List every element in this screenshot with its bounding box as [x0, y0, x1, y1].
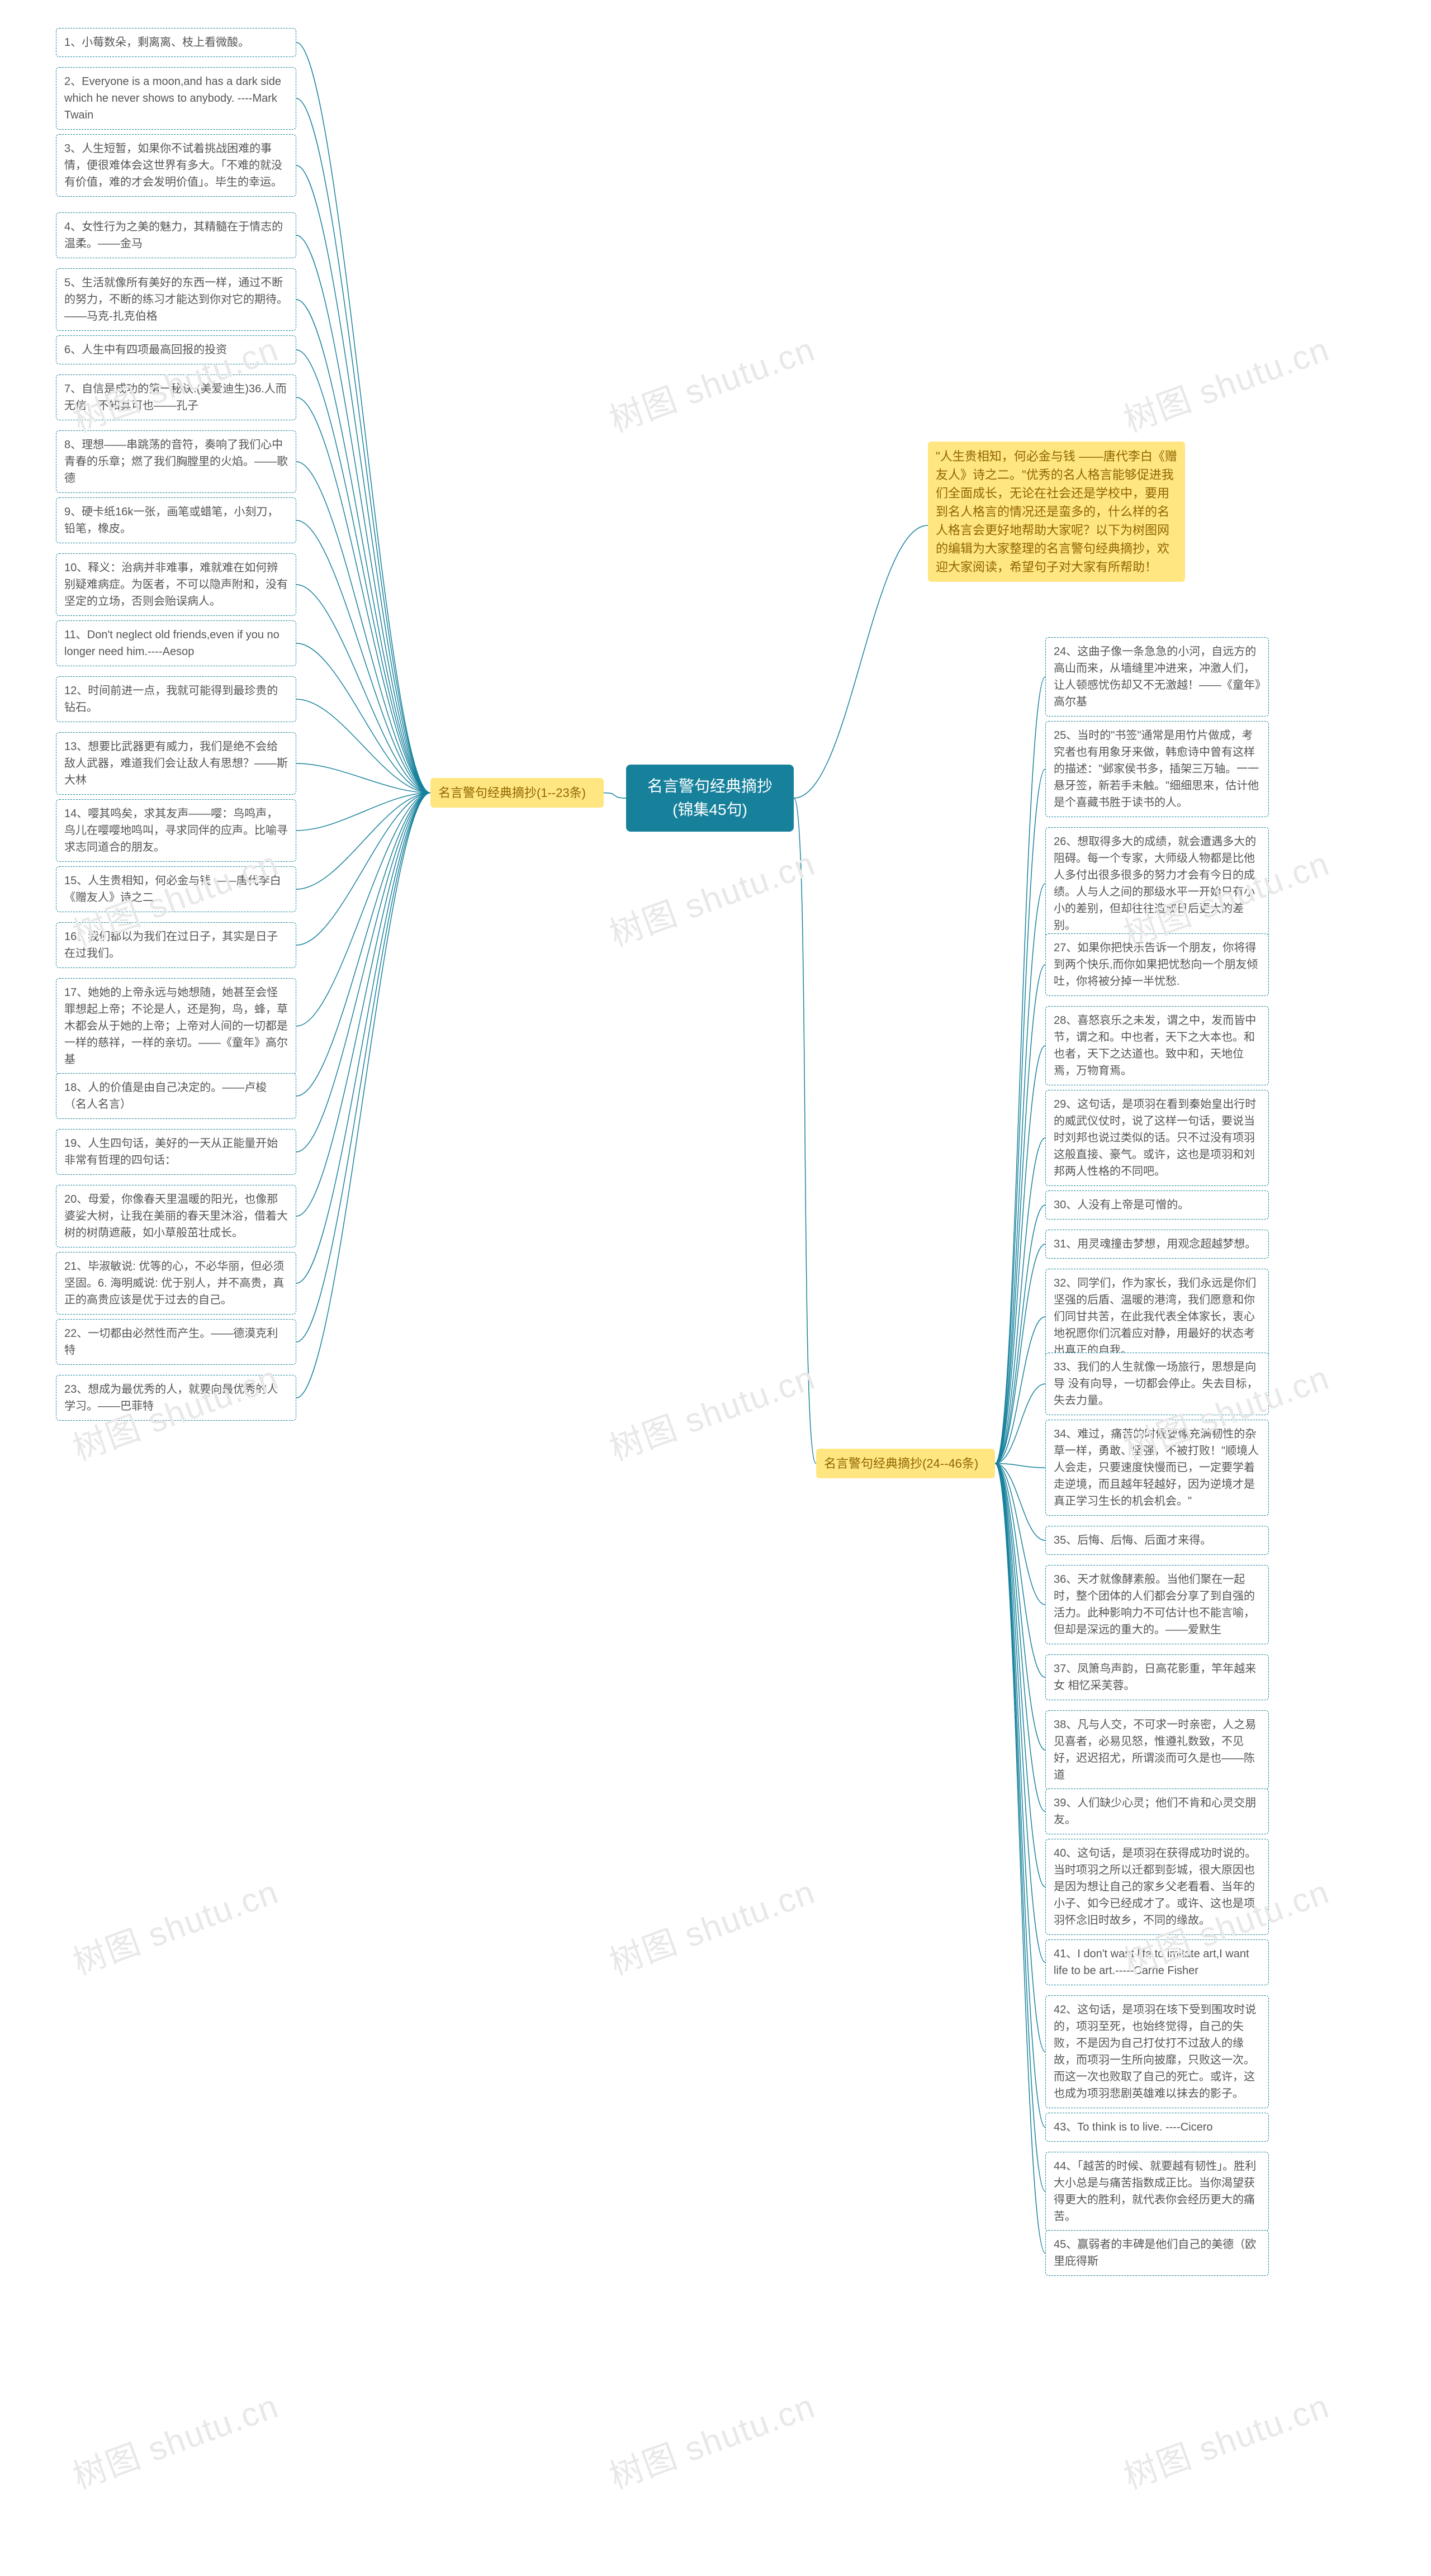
left-item-6: 6、人生中有四项最高回报的投资 [56, 335, 296, 364]
right-item-15: 38、凡与人交，不可求一时亲密，人之易见喜者，必易见怒，惟遵礼数致，不见好，迟迟… [1045, 1710, 1269, 1790]
watermark: 树图 shutu.cn [1116, 2379, 1335, 2499]
root-node: 名言警句经典摘抄(锦集45句) [626, 765, 794, 832]
right-item-8: 31、用灵魂撞击梦想，用观念超越梦想。 [1045, 1230, 1269, 1259]
left-item-20: 20、母爱，你像春天里温暖的阳光，也像那婆娑大树，让我在美丽的春天里沐浴，借着大… [56, 1185, 296, 1247]
watermark: 树图 shutu.cn [65, 2379, 285, 2499]
watermark: 树图 shutu.cn [602, 1351, 821, 1470]
left-item-23: 23、想成为最优秀的人，就要向最优秀的人学习。——巴菲特 [56, 1375, 296, 1421]
right-item-20: 43、To think is to live. ----Cicero [1045, 2113, 1269, 2142]
left-item-14: 14、嘤其鸣矣，求其友声——嘤：鸟鸣声，鸟儿在嘤嘤地鸣叫，寻求同伴的应声。比喻寻… [56, 799, 296, 862]
right-item-13: 36、天才就像酵素般。当他们聚在一起时，整个团体的人们都会分享了到自强的活力。此… [1045, 1565, 1269, 1644]
left-item-21: 21、毕淑敏说: 优等的心，不必华丽，但必须坚固。6. 海明威说: 优于别人，并… [56, 1252, 296, 1315]
left-item-9: 9、硬卡纸16k一张，画笔或蜡笔，小刻刀，铅笔，橡皮。 [56, 497, 296, 543]
right-item-18: 41、I don't want life to imitate art,I wa… [1045, 1939, 1269, 1985]
right-item-7: 30、人没有上帝是可憎的。 [1045, 1190, 1269, 1220]
left-item-10: 10、释义：治病并非难事，难就难在如何辨别疑难病症。为医者，不可以隐声附和，没有… [56, 553, 296, 616]
right-item-19: 42、这句话，是项羽在垓下受到围攻时说的，项羽至死，也始终觉得，自己的失败，不是… [1045, 1995, 1269, 2108]
right-item-11: 34、难过，痛苦的时候要像充满韧性的杂草一样，勇敢、坚强，不被打败！"顺境人人会… [1045, 1420, 1269, 1516]
right-item-22: 45、赢弱者的丰碑是他们自己的美德（欧里庇得斯 [1045, 2230, 1269, 2276]
watermark: 树图 shutu.cn [602, 1865, 821, 1985]
left-item-12: 12、时间前进一点，我就可能得到最珍贵的钻石。 [56, 676, 296, 722]
watermark: 树图 shutu.cn [1116, 322, 1335, 442]
right-item-12: 35、后悔、后悔、后面才来得。 [1045, 1526, 1269, 1555]
left-item-15: 15、人生贵相知，何必金与钱 ——唐代李白《赠友人》诗之二 [56, 866, 296, 912]
right-item-21: 44、「越苦的时候、就要越有韧性」。胜利大小总是与痛苦指数成正比。当你渴望获得更… [1045, 2152, 1269, 2231]
intro-node: "人生贵相知，何必金与钱 ——唐代李白《赠友人》诗之二。"优秀的名人格言能够促进… [928, 442, 1185, 582]
right-item-4: 27、如果你把快乐告诉一个朋友，你将得到两个快乐,而你如果把忧愁向一个朋友倾吐，… [1045, 933, 1269, 996]
left-item-7: 7、自信是成功的第一秘诀.(美爱迪生)36.人而无信，不知其可也——孔子 [56, 374, 296, 420]
left-item-2: 2、Everyone is a moon,and has a dark side… [56, 67, 296, 130]
right-item-5: 28、喜怒哀乐之未发，谓之中，发而皆中节，谓之和。中也者，天下之大本也。和也者，… [1045, 1006, 1269, 1085]
right-item-2: 25、当时的"书签"通常是用竹片做成，考究者也有用象牙来做，韩愈诗中曾有这样的描… [1045, 721, 1269, 817]
right-item-1: 24、这曲子像一条急急的小河，自远方的高山而来，从墙缝里冲进来，冲激人们，让人顿… [1045, 637, 1269, 717]
watermark: 树图 shutu.cn [602, 322, 821, 442]
left-item-19: 19、人生四句话，美好的一天从正能量开始 非常有哲理的四句话： [56, 1129, 296, 1175]
left-item-5: 5、生活就像所有美好的东西一样，通过不断的努力，不断的练习才能达到你对它的期待。… [56, 268, 296, 331]
watermark: 树图 shutu.cn [602, 837, 821, 956]
branch-left: 名言警句经典摘抄(1--23条) [430, 778, 604, 808]
right-item-10: 33、我们的人生就像一场旅行，思想是向导 没有向导，一切都会停止。失去目标，失去… [1045, 1353, 1269, 1415]
left-item-22: 22、一切都由必然性而产生。——德漠克利特 [56, 1319, 296, 1365]
right-item-14: 37、凤箫鸟声韵，日高花影重，竿年越来女 相忆采芙蓉。 [1045, 1654, 1269, 1700]
left-item-4: 4、女性行为之美的魅力，其精髓在于情志的温柔。——金马 [56, 212, 296, 258]
left-item-1: 1、小莓数朵，剩离离、枝上看微酸。 [56, 28, 296, 57]
branch-right: 名言警句经典摘抄(24--46条) [816, 1449, 995, 1478]
left-item-8: 8、理想——串跳荡的音符，奏响了我们心中青春的乐章；燃了我们胸膛里的火焰。——歌… [56, 430, 296, 493]
watermark: 树图 shutu.cn [65, 1865, 285, 1985]
left-item-16: 16、我们都以为我们在过日子，其实是日子在过我们。 [56, 922, 296, 968]
right-item-16: 39、人们缺少心灵；他们不肯和心灵交朋友。 [1045, 1789, 1269, 1834]
right-item-17: 40、这句话，是项羽在获得成功时说的。当时项羽之所以迁都到彭城，很大原因也是因为… [1045, 1839, 1269, 1935]
watermark: 树图 shutu.cn [602, 2379, 821, 2499]
right-item-3: 26、想取得多大的成绩，就会遭遇多大的阻碍。每一个专家，大师级人物都是比他人多付… [1045, 827, 1269, 940]
left-item-11: 11、Don't neglect old friends,even if you… [56, 620, 296, 666]
right-item-9: 32、同学们，作为家长，我们永远是你们坚强的后盾、温暖的港湾，我们愿意和你们同甘… [1045, 1269, 1269, 1365]
left-item-13: 13、想要比武器更有威力，我们是绝不会给敌人武器，难道我们会让敌人有思想？——斯… [56, 732, 296, 795]
left-item-17: 17、她她的上帝永远与她想随，她甚至会怪罪想起上帝；不论是人，还是狗，鸟，蜂，草… [56, 978, 296, 1074]
left-item-3: 3、人生短暂，如果你不试着挑战困难的事情，便很难体会这世界有多大。「不难的就没有… [56, 134, 296, 197]
left-item-18: 18、人的价值是由自己决定的。——卢梭（名人名言） [56, 1073, 296, 1119]
right-item-6: 29、这句话，是项羽在看到秦始皇出行时的威武仪仗时，说了这样一句话，要说当时刘邦… [1045, 1090, 1269, 1186]
